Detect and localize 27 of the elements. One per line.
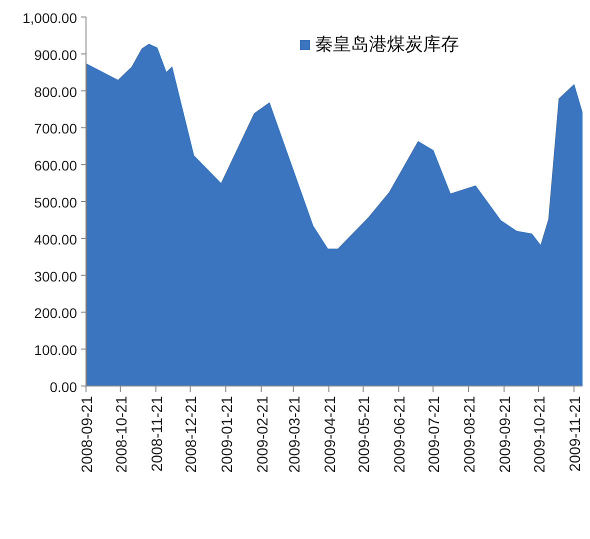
x-tick-label: 2008-12-21 [183, 396, 200, 473]
y-tick-label: 1,000.00 [22, 10, 78, 26]
y-tick-label: 300.00 [34, 268, 78, 284]
y-tick-label: 200.00 [34, 305, 78, 322]
y-tick-label: 900.00 [34, 46, 78, 63]
x-tick-label: 2009-09-21 [497, 396, 514, 473]
y-tick-label: 500.00 [34, 194, 78, 210]
legend-label: 秦皇岛港煤炭库存 [315, 34, 459, 54]
y-tick-label: 700.00 [34, 120, 78, 137]
x-tick-label: 2009-02-21 [254, 396, 272, 473]
x-tick-label: 2009-10-21 [531, 396, 548, 473]
y-tick-label: 400.00 [34, 231, 78, 248]
x-tick-label: 2009-01-21 [218, 396, 236, 473]
y-tick-label: 600.00 [34, 158, 78, 174]
x-tick-label: 2008-10-21 [113, 396, 130, 473]
y-tick-label: 0.00 [50, 379, 78, 395]
x-tick-label: 2009-05-21 [356, 396, 374, 473]
x-tick-label: 2009-06-21 [392, 396, 409, 473]
x-tick-label: 2009-03-21 [286, 396, 304, 473]
x-tick-label: 2009-04-21 [322, 396, 339, 473]
x-tick-label: 2009-11-21 [566, 396, 584, 472]
x-tick-label: 2009-07-21 [426, 396, 444, 473]
x-tick-label: 2008-09-21 [79, 396, 96, 473]
y-tick-label: 800.00 [34, 84, 78, 100]
x-tick-label: 2008-11-21 [148, 396, 166, 472]
y-tick-label: 100.00 [34, 342, 78, 358]
x-tick-label: 2009-08-21 [462, 396, 479, 473]
